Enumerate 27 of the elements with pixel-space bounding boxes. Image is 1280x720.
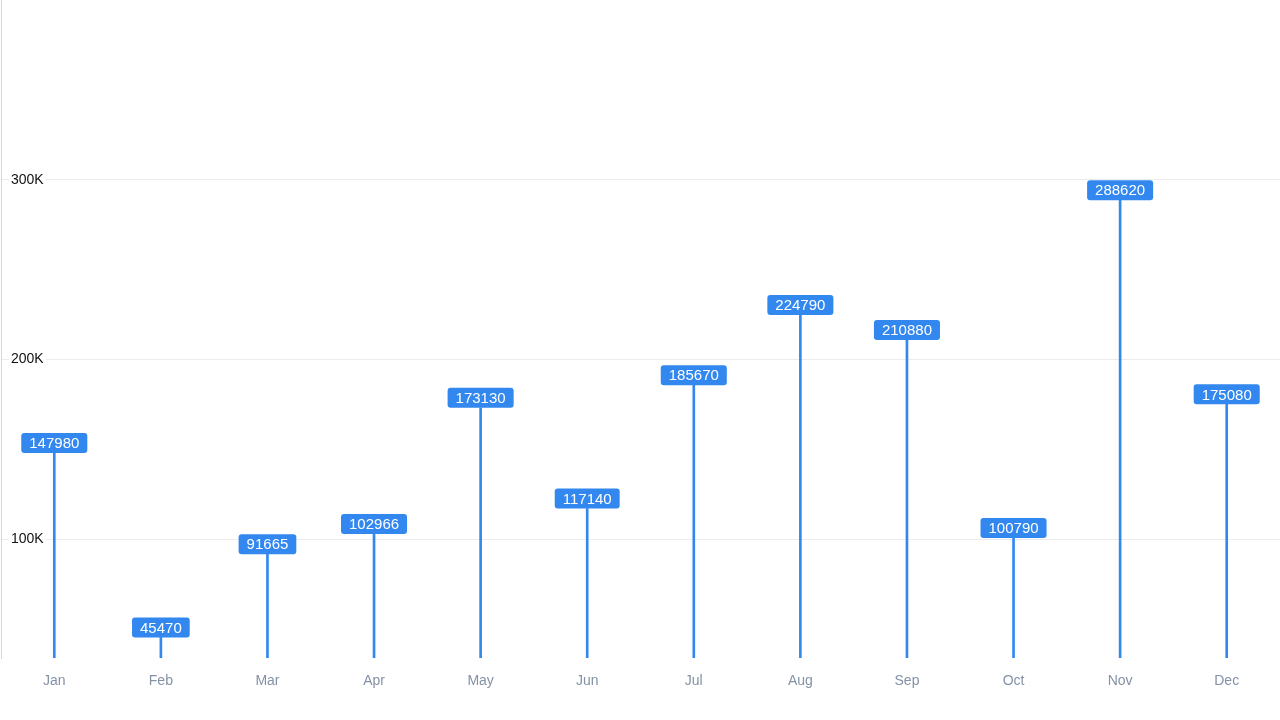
data-label: 185670: [668, 366, 719, 384]
data-label: 224790: [775, 296, 826, 314]
x-tick-label: Jun: [575, 672, 599, 689]
x-tick-label: Mar: [255, 672, 280, 689]
x-tick-label: Oct: [1002, 672, 1025, 689]
x-tick-label: Apr: [363, 672, 386, 689]
x-tick-label: Aug: [787, 672, 813, 689]
x-tick-label: Dec: [1214, 672, 1240, 689]
x-tick-label: Jan: [43, 672, 66, 689]
data-label: 173130: [455, 389, 506, 407]
data-label: 288620: [1095, 181, 1146, 199]
x-tick-label: Jul: [684, 672, 703, 689]
y-tick-label: 200K: [11, 350, 45, 367]
y-tick-label: 100K: [11, 530, 45, 547]
x-tick-label: Nov: [1107, 672, 1133, 689]
y-tick-label: 300K: [11, 170, 45, 187]
data-label: 210880: [881, 321, 932, 339]
x-tick-label: May: [467, 672, 494, 689]
data-label: 147980: [29, 434, 80, 452]
data-label: 91665: [246, 535, 289, 553]
data-label: 175080: [1201, 385, 1252, 403]
x-tick-label: Feb: [148, 672, 174, 689]
data-label: 102966: [349, 515, 400, 533]
data-label: 117140: [562, 489, 612, 507]
data-label: 100790: [988, 519, 1039, 537]
data-label: 45470: [140, 618, 182, 636]
x-tick-label: Sep: [894, 672, 920, 689]
